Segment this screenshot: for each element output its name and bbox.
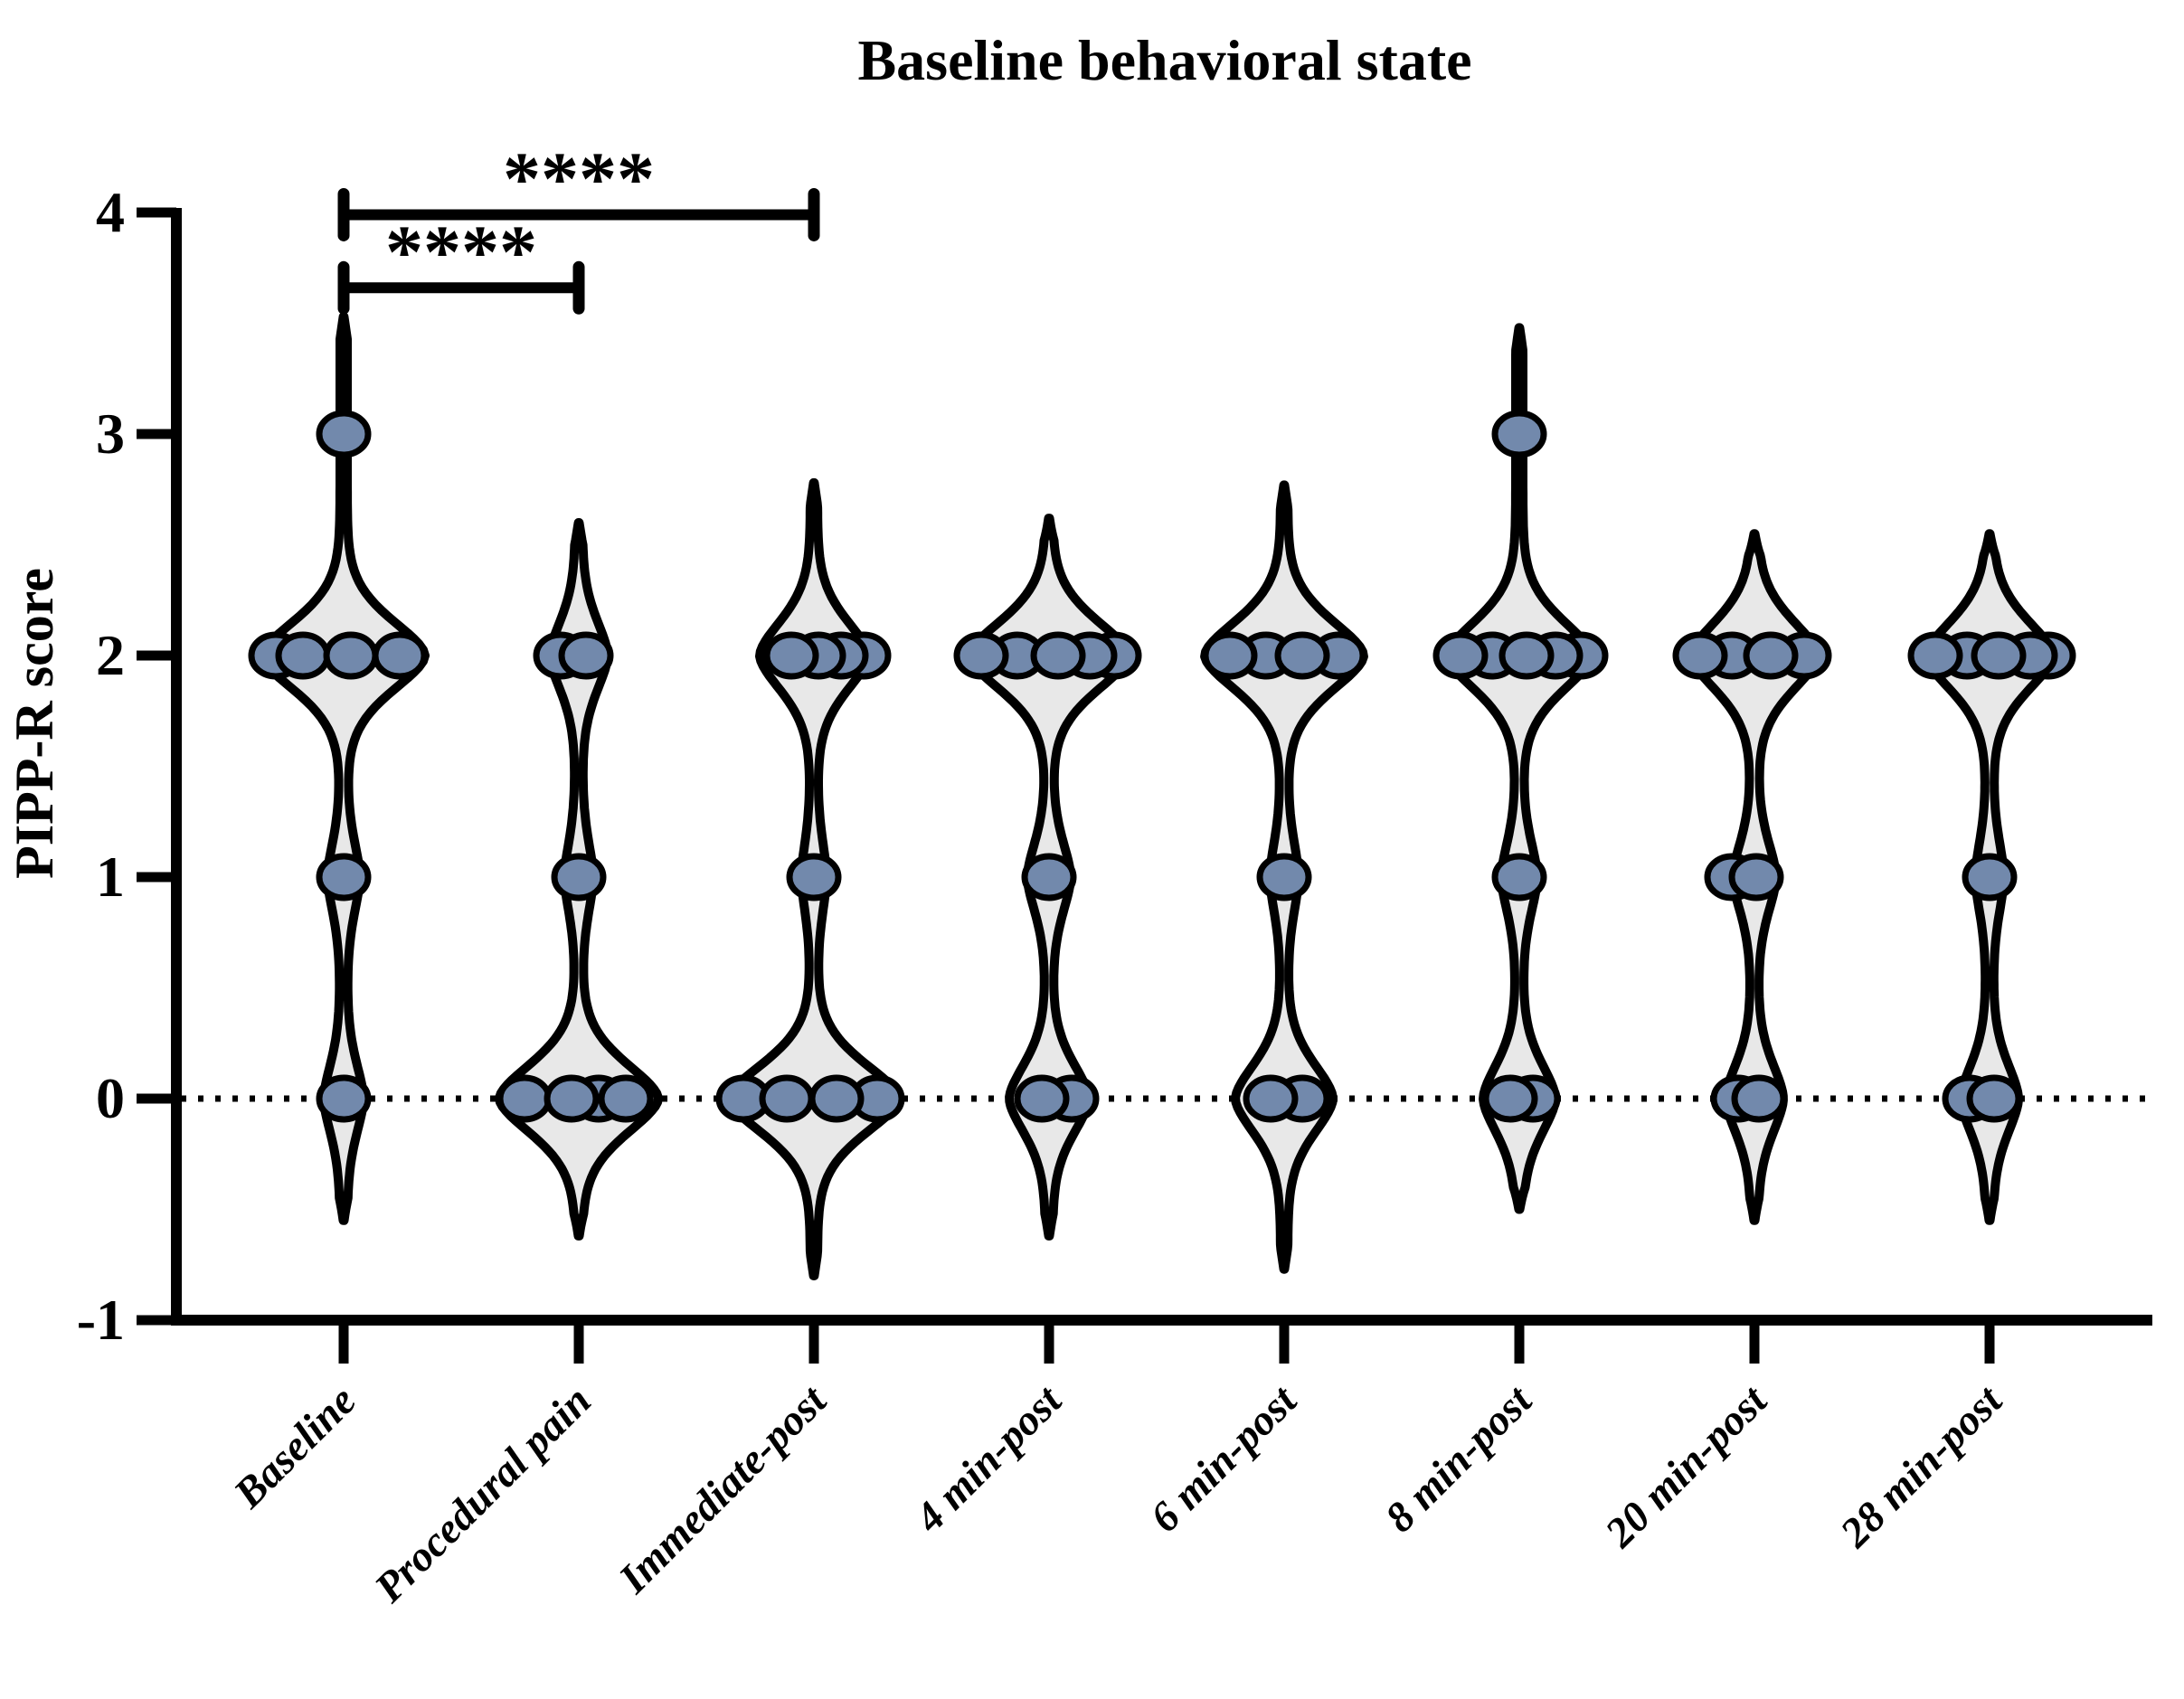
dot-4-min-post-score-1 [1021,853,1077,901]
dot-immediate-post-score-0 [759,1074,815,1123]
dot-20-min-post-score-2 [1672,631,1728,680]
y-tick-label: 0 [96,1066,125,1130]
y-tick-label: 3 [96,401,125,466]
dot-8-min-post-score-3 [1491,410,1547,458]
dot-procedural-pain-score-0 [496,1074,553,1123]
dot-6-min-post-score-2 [1274,631,1330,680]
dot-8-min-post-score-2 [1499,631,1555,680]
dot-baseline-score-2 [275,631,331,680]
dot-20-min-post-score-2 [1743,631,1799,680]
significance-layer: ******** [337,137,820,315]
y-tick-label: 1 [96,845,125,909]
y-tick-label: 4 [96,180,125,244]
dot-baseline-score-2 [372,631,428,680]
dot-20-min-post-score-1 [1728,853,1784,901]
significance-stars: **** [385,210,537,294]
dot-4-min-post-score-2 [953,631,1009,680]
dot-procedural-pain-score-0 [598,1074,654,1123]
x-axis-label-8-min-post: 8 min-post [1376,1376,1542,1542]
axes-layer: 4 3 2 1 0 -1 Baseline Procedural pain Immediate-… [77,180,2152,1612]
dot-6-min-post-score-2 [1202,631,1258,680]
y-tick-label: -1 [77,1288,125,1352]
dot-20-min-post-score-0 [1731,1074,1787,1123]
dot-6-min-post-score-1 [1256,853,1312,901]
violin-baseline [258,312,430,1225]
x-axis-label-immediate-post: Immediate-post [610,1376,837,1603]
data-points-layer [248,410,2076,1123]
dot-immediate-post-score-1 [786,853,842,901]
dot-procedural-pain-score-1 [551,853,607,901]
dot-28-min-post-score-2 [1907,631,1963,680]
dot-28-min-post-score-1 [1962,853,2018,901]
significance-stars: **** [503,137,655,221]
y-tick-label: 2 [96,623,125,687]
dot-28-min-post-score-2 [1971,631,2027,680]
dot-8-min-post-score-2 [1432,631,1489,680]
dot-procedural-pain-score-2 [558,631,614,680]
x-axis-label-20-min-post: 20 min-post [1596,1376,1777,1557]
dot-4-min-post-score-0 [1014,1074,1070,1123]
y-axis-title: PIPP-R score [5,568,64,879]
violins-layer [258,312,2057,1280]
dot-procedural-pain-score-0 [544,1074,600,1123]
dot-6-min-post-score-0 [1243,1074,1299,1123]
x-axis-label-procedural-pain: Procedural pain [365,1377,600,1612]
dot-baseline-score-3 [316,410,372,458]
x-axis-label-28-min-post: 28 min-post [1831,1376,2012,1557]
chart-title: Baseline behavioral state [857,28,1471,92]
x-axis-label-6-min-post: 6 min-post [1141,1376,1307,1542]
dot-8-min-post-score-0 [1482,1074,1538,1123]
x-axis-label-baseline: Baseline [224,1377,365,1518]
x-axis-label-4-min-post: 4 min-post [905,1376,1072,1543]
dot-baseline-score-1 [316,853,372,901]
dot-baseline-score-2 [323,631,379,680]
violin-8-min-post [1442,323,1596,1214]
dot-baseline-score-0 [316,1074,372,1123]
dot-immediate-post-score-0 [808,1074,865,1123]
dot-28-min-post-score-0 [1966,1074,2022,1123]
dot-8-min-post-score-1 [1491,853,1547,901]
dot-4-min-post-score-2 [1030,631,1086,680]
dot-immediate-post-score-2 [763,631,819,680]
